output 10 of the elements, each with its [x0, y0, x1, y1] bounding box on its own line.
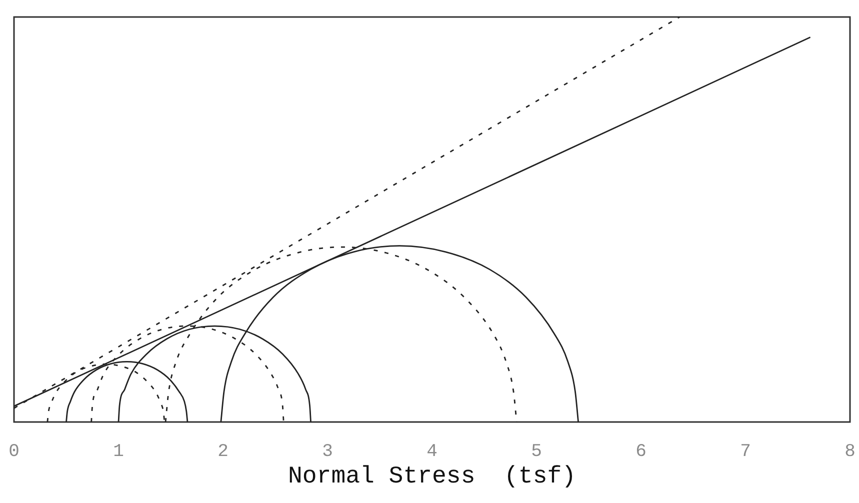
x-tick-label: 6: [636, 442, 646, 462]
x-tick-label: 1: [113, 442, 124, 462]
x-tick-label: 3: [322, 442, 333, 462]
x-tick-label: 0: [8, 442, 20, 462]
x-tick-label: 2: [218, 442, 228, 462]
x-axis-title: Normal Stress (tsf): [288, 463, 576, 490]
x-tick-label: 7: [740, 442, 751, 462]
x-tick-label: 4: [426, 442, 438, 462]
x-tick-label: 5: [531, 442, 542, 462]
x-tick-label: 8: [844, 442, 856, 462]
